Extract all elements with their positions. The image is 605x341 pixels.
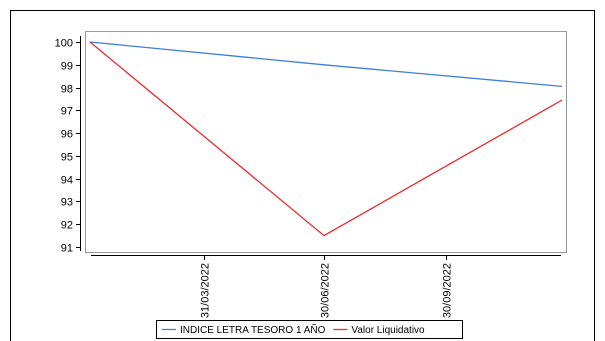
y-axis: 91 92 93 94 95 96 97 98 99 100 bbox=[55, 36, 81, 255]
y-tick-label: 95 bbox=[61, 152, 73, 164]
legend-label-2: Valor Liquidativo bbox=[351, 325, 425, 336]
x-tick-label: 30/06/2022 bbox=[320, 263, 332, 318]
plot-area-frame bbox=[85, 31, 567, 253]
chart-outer-frame bbox=[10, 10, 595, 341]
legend-label-1: INDICE LETRA TESORO 1 AÑO bbox=[180, 323, 326, 336]
y-tick-label: 94 bbox=[61, 175, 73, 187]
series-layer bbox=[89, 41, 563, 237]
x-tick-label: 31/03/2022 bbox=[200, 263, 212, 318]
series-line-1 bbox=[89, 41, 563, 88]
y-tick-label: 91 bbox=[61, 243, 73, 255]
y-tick-label: 93 bbox=[61, 197, 73, 209]
x-axis: 31/03/2022 30/06/2022 30/09/2022 bbox=[91, 255, 561, 318]
x-tick-label: 30/09/2022 bbox=[442, 263, 454, 318]
y-tick-label: 98 bbox=[61, 84, 73, 96]
y-tick-label: 92 bbox=[61, 220, 73, 232]
y-tick-label: 96 bbox=[61, 129, 73, 141]
y-tick-label: 99 bbox=[61, 61, 73, 73]
legend: INDICE LETRA TESORO 1 AÑO Valor Liquidati… bbox=[156, 320, 463, 339]
y-tick-label: 97 bbox=[61, 106, 73, 118]
series-line-2 bbox=[89, 41, 563, 237]
y-tick-label: 100 bbox=[55, 38, 73, 50]
legend-box bbox=[156, 320, 463, 339]
